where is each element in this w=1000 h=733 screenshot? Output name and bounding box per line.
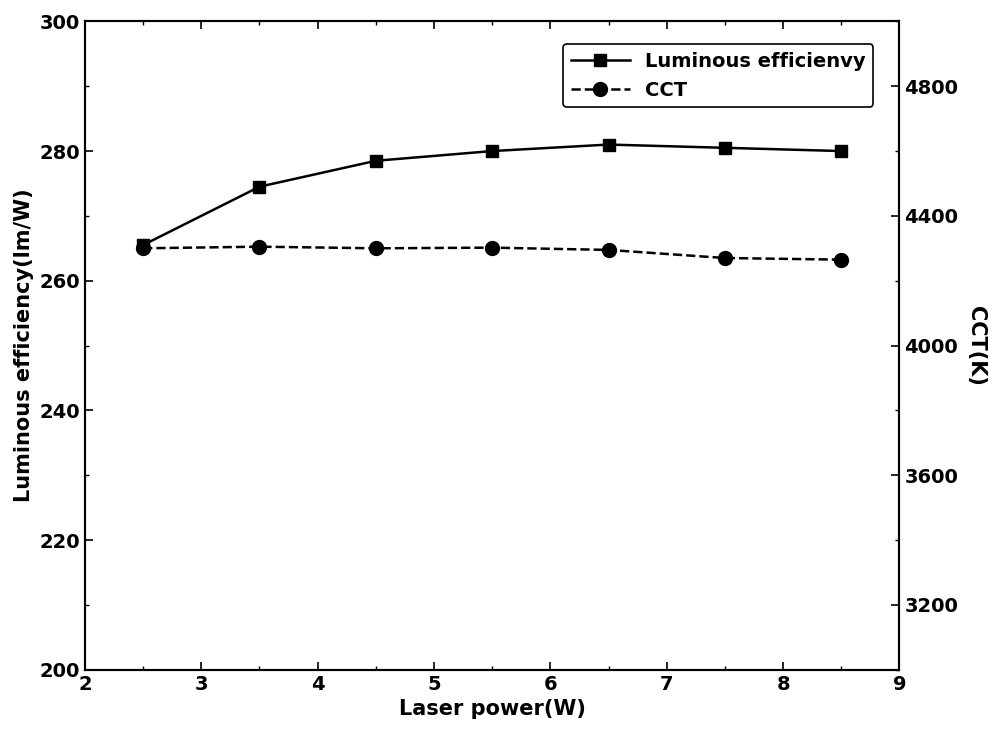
X-axis label: Laser power(W): Laser power(W) xyxy=(399,699,586,719)
CCT xyxy=(719,254,731,262)
CCT xyxy=(137,244,149,253)
CCT xyxy=(603,246,615,254)
Luminous efficienvy xyxy=(137,240,149,249)
Y-axis label: Luminous efficiency(lm/W): Luminous efficiency(lm/W) xyxy=(14,188,34,502)
Luminous efficienvy xyxy=(603,140,615,149)
Luminous efficienvy xyxy=(719,144,731,152)
Luminous efficienvy xyxy=(253,183,265,191)
Luminous efficienvy xyxy=(370,156,382,165)
Luminous efficienvy xyxy=(835,147,847,155)
CCT xyxy=(835,255,847,264)
CCT xyxy=(370,244,382,253)
CCT xyxy=(486,243,498,252)
Luminous efficienvy xyxy=(486,147,498,155)
Y-axis label: CCT(K): CCT(K) xyxy=(966,306,986,386)
Line: CCT: CCT xyxy=(136,240,848,267)
Legend: Luminous efficienvy, CCT: Luminous efficienvy, CCT xyxy=(563,44,873,107)
Line: Luminous efficienvy: Luminous efficienvy xyxy=(137,139,848,251)
CCT xyxy=(253,243,265,251)
